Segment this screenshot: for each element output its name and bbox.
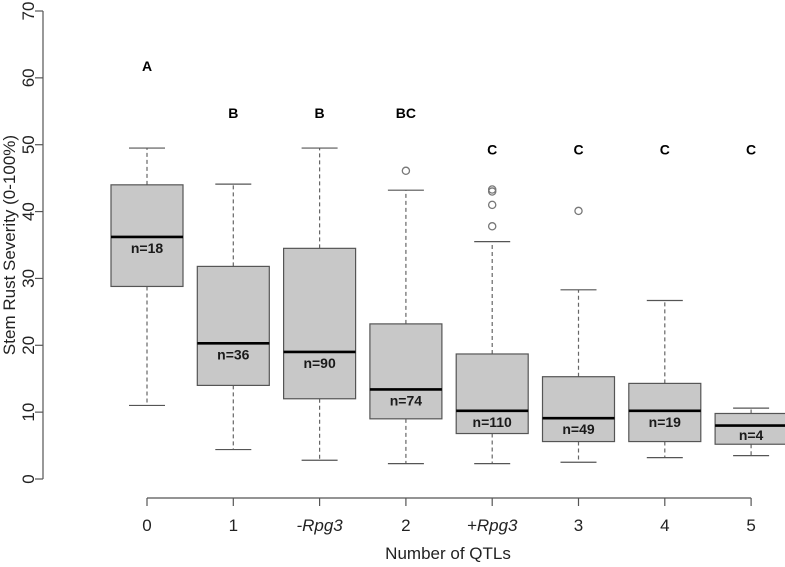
y-axis: 0 10 20 30 40 50 60 70 [19, 2, 44, 484]
outlier-point [401, 166, 411, 176]
x-tick-label: 1 [229, 516, 238, 535]
box-group: n=49 [541, 206, 616, 463]
box-group: n=74 [369, 166, 443, 465]
x-tick-label: +Rpg3 [467, 516, 518, 535]
count-label: n=49 [562, 421, 595, 437]
count-label: n=18 [131, 240, 164, 256]
y-tick-label: 10 [19, 403, 38, 422]
iqr-box [455, 353, 529, 435]
y-tick-label: 20 [19, 336, 38, 355]
iqr-box [110, 184, 184, 288]
y-axis-title: Stem Rust Severity (0-100%) [0, 135, 19, 355]
x-axis-title: Number of QTLs [385, 544, 511, 563]
box-group: n=4 [714, 407, 785, 457]
x-tick-label: 3 [574, 516, 583, 535]
group-letter: BC [396, 105, 416, 121]
plot-area: n=18 n=36 n=90 n=74 n=110 n=49 n=19 n=4 [110, 147, 785, 465]
iqr-box [369, 323, 443, 420]
y-tick-label: 40 [19, 202, 38, 221]
group-letter: C [660, 142, 670, 158]
iqr-box [541, 376, 616, 443]
significance-letters: A B B BC C C C C [142, 58, 756, 158]
iqr-box [196, 265, 270, 387]
y-tick-label: 60 [19, 68, 38, 87]
x-axis: 0 1 -Rpg3 2 +Rpg3 3 4 5 [142, 497, 756, 535]
count-label: n=90 [303, 355, 336, 371]
outlier-point [487, 185, 497, 194]
x-tick-label: 5 [746, 516, 755, 535]
box-group: n=36 [196, 183, 270, 451]
group-letter: B [228, 105, 238, 121]
y-tick-label: 0 [19, 474, 38, 483]
group-letter: C [487, 142, 497, 158]
box-group: n=18 [110, 147, 184, 407]
outlier-point [487, 222, 497, 231]
box-group: n=90 [283, 147, 357, 461]
iqr-box [628, 382, 702, 443]
group-letter: C [746, 142, 756, 158]
x-tick-label: -Rpg3 [296, 516, 343, 535]
group-letter: B [315, 105, 325, 121]
x-tick-label: 2 [401, 516, 410, 535]
outlier-point [574, 206, 583, 216]
count-label: n=110 [473, 414, 513, 430]
count-label: n=4 [739, 427, 764, 443]
group-letter: C [573, 142, 583, 158]
box-group: n=110 [455, 185, 529, 465]
group-letter: A [142, 58, 152, 74]
x-tick-label: 4 [660, 516, 669, 535]
y-tick-label: 50 [19, 135, 38, 154]
count-label: n=36 [217, 346, 250, 362]
y-tick-label: 70 [19, 2, 38, 21]
iqr-box [714, 412, 785, 445]
box-group: n=19 [628, 299, 702, 459]
outlier-point [487, 200, 497, 210]
count-label: n=19 [649, 414, 682, 430]
count-label: n=74 [390, 392, 423, 408]
x-tick-label: 0 [142, 516, 151, 535]
iqr-box [283, 247, 357, 400]
y-tick-label: 30 [19, 269, 38, 288]
